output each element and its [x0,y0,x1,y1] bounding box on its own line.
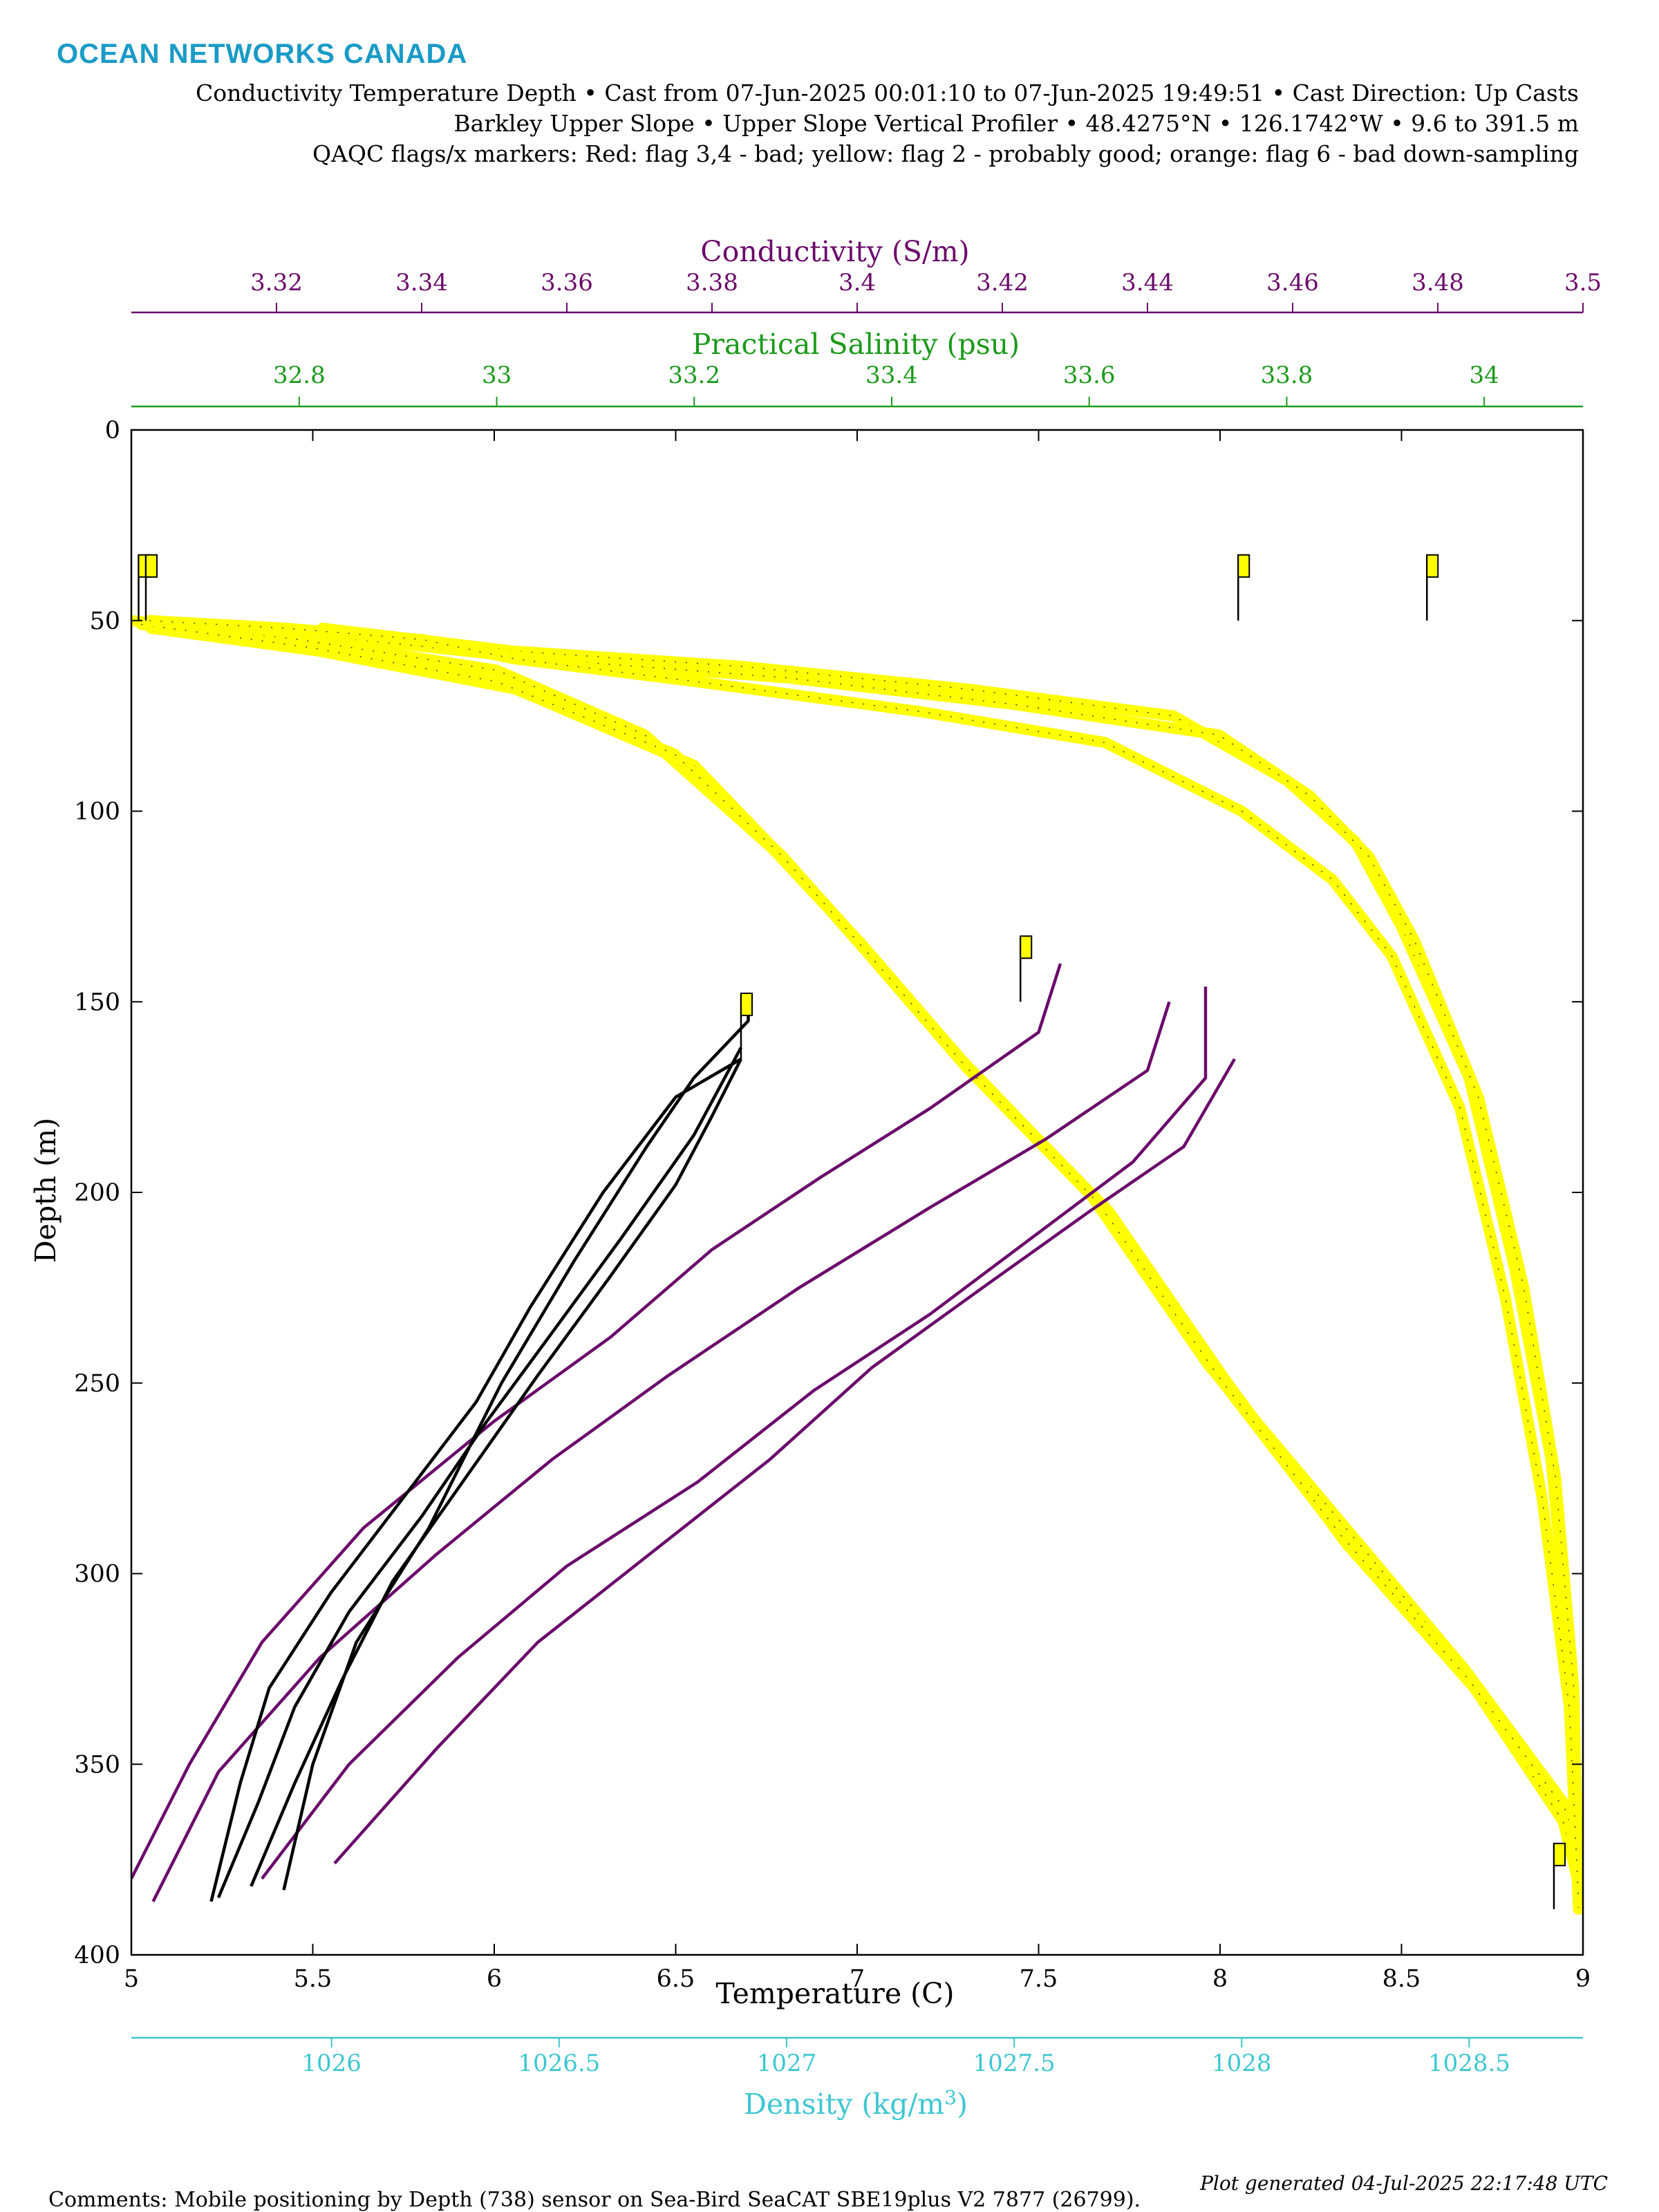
conductivity-cast-3 [261,986,1208,1880]
conductivity-cast-1 [131,963,1062,1880]
depth-tick-label: 300 [74,1561,120,1588]
temperature-cast-2 [209,1058,742,1902]
footer-comments: Comments: Mobile positioning by Depth (7… [48,2188,1141,2212]
header-line-1: Conductivity Temperature Depth • Cast fr… [196,79,1579,106]
temperature-tick-label: 5 [124,1965,139,1993]
density-tick-label: 1027 [757,2050,817,2077]
density-tick-label: 1027.5 [973,2050,1056,2077]
top-axes: 3.32 3.34 3.36 3.38 3.4 3.42 3.44 3.46 3.48 3.5 32… [131,269,1602,408]
qaqc-flag-marker [1020,935,1033,1002]
density-tick-label: 1026 [301,2050,362,2077]
qaqc-flag-marker [144,554,158,621]
conductivity-cast-4 [333,1058,1236,1865]
footer-generated: Plot generated 04-Jul-2025 22:17:48 UTC [1199,2172,1608,2195]
bottom-axes: 1026 1026.5 1027 1027.5 1028 1028.5 [131,2036,1583,2077]
depth-axis-title: Depth (m) [29,1118,62,1263]
temperature-cast-4 [250,1058,743,1887]
depth-tick-label: 400 [74,1942,120,1969]
salinity-tick-label: 32.8 [273,362,326,389]
conductivity-tick-label: 3.5 [1564,269,1602,297]
temperature-cast-1 [282,1002,750,1891]
depth-tick-label: 0 [105,417,120,444]
depth-tick-label: 150 [74,988,120,1016]
salinity-cast-2-flag-halo [145,622,1583,1907]
salinity-tick-label: 33.6 [1063,362,1116,389]
temperature-axis-title: Temperature (C) [716,1977,955,2010]
temperature-tick-label: 7 [850,1965,865,1993]
temperature-tick-label: 8 [1212,1965,1228,1993]
density-cast-2 [322,635,1580,1902]
header-line-2: Barkley Upper Slope • Upper Slope Vertic… [453,110,1579,137]
depth-tick-label: 350 [74,1751,120,1779]
temperature-tick-label: 9 [1575,1965,1591,1993]
density-cast-2-flag-halo [317,630,1583,1907]
salinity-tick-label: 33.2 [668,362,720,389]
density-tick-label: 1028.5 [1428,2050,1510,2077]
qaqc-flag-marker [740,992,753,1059]
conductivity-tick-label: 3.48 [1412,269,1464,297]
qaqc-flag-marker [1237,554,1250,621]
conductivity-tick-label: 3.36 [541,269,593,297]
temperature-tick-label: 7.5 [1020,1965,1058,1993]
temperature-tick-label: 6 [487,1965,502,1993]
depth-tick-label: 50 [89,608,120,635]
density-cast-3-flag-halo [144,615,1583,1904]
density-axis-title: Density (kg/m3) [744,2086,968,2121]
qaqc-flag-marker [1426,554,1439,621]
brand-logo: OCEAN NETWORKS CANADA [57,39,467,69]
conductivity-axis-title: Conductivity (S/m) [700,235,969,268]
salinity-tick-label: 34 [1470,362,1499,389]
header-line-3: QAQC flags/x markers: Red: flag 3,4 - ba… [312,140,1579,167]
conductivity-tick-label: 3.38 [686,269,738,297]
salinity-cast-3-flag-halo [135,619,1583,1904]
depth-tick-label: 100 [74,798,120,826]
conductivity-tick-label: 3.42 [976,269,1029,297]
salinity-axis-title: Practical Salinity (psu) [692,328,1020,361]
plot-data [131,554,1583,1915]
conductivity-tick-label: 3.44 [1121,269,1174,297]
density-tick-label: 1028 [1212,2050,1272,2077]
salinity-tick-label: 33.8 [1261,362,1313,389]
conductivity-tick-label: 3.32 [250,269,303,297]
density-cast-1-flag-halo [317,622,1583,1915]
salinity-tick-label: 33.4 [865,362,918,389]
conductivity-tick-label: 3.46 [1266,269,1319,297]
depth-tick-label: 200 [74,1179,120,1207]
depth-tick-label: 250 [74,1370,120,1398]
salinity-cast-2 [151,628,1583,1902]
density-tick-label: 1026.5 [518,2050,600,2077]
conductivity-tick-label: 3.34 [395,269,448,297]
salinity-tick-label: 33 [482,362,512,389]
temperature-tick-label: 8.5 [1382,1965,1421,1993]
density-cast-3 [149,620,1580,1898]
temperature-tick-label: 6.5 [657,1965,695,1993]
temperature-cast-3 [216,1047,742,1899]
salinity-cast-3 [141,624,1583,1898]
qaqc-flag-marker [1553,1842,1566,1909]
salinity-cast-1 [131,620,1583,1909]
conductivity-tick-label: 3.4 [838,269,876,297]
conductivity-cast-2 [151,1001,1171,1902]
density-cast-1 [322,628,1580,1909]
temperature-tick-label: 5.5 [294,1965,332,1993]
salinity-cast-1-flag-halo [131,615,1583,1915]
